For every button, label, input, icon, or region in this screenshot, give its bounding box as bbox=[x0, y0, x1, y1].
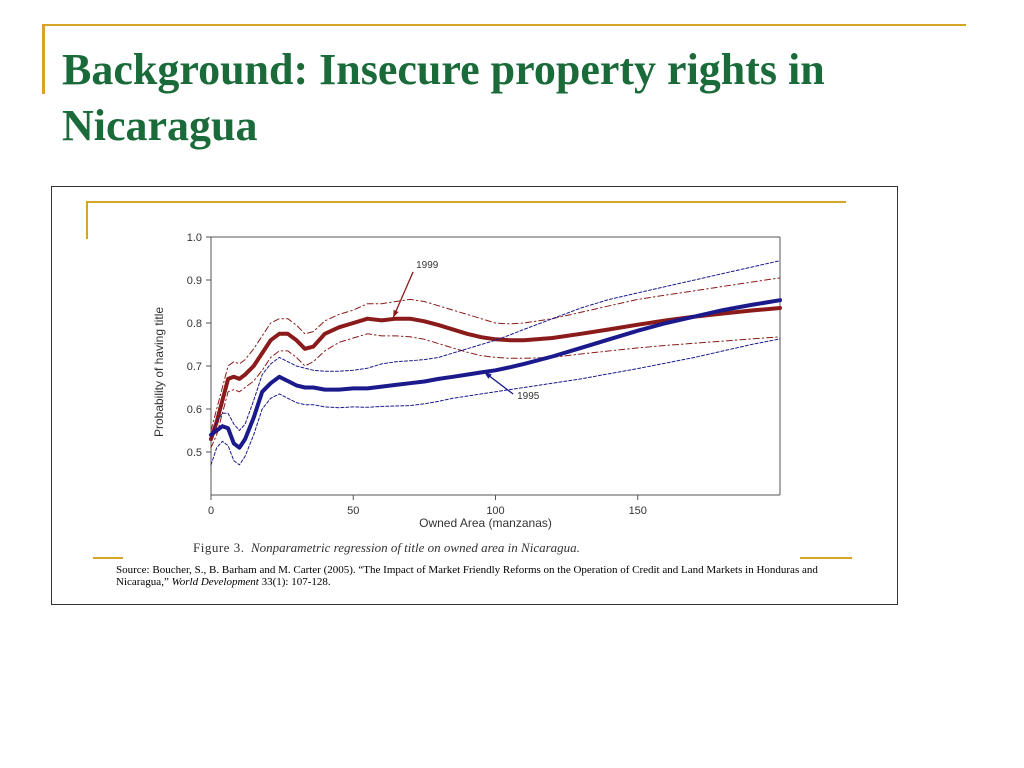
top-rule bbox=[42, 24, 966, 26]
source-journal: World Development bbox=[171, 576, 259, 588]
annotation-1999-arrow bbox=[392, 271, 414, 319]
annotation-1995-label: 1995 bbox=[517, 391, 540, 402]
source-citation: Source: Boucher, S., B. Barham and M. Ca… bbox=[116, 564, 856, 588]
slide-title: Background: Insecure property rights in … bbox=[62, 45, 825, 150]
confidence-band-1995 bbox=[210, 260, 781, 436]
confidence-band-1995 bbox=[210, 338, 781, 466]
x-tick-label: 50 bbox=[347, 505, 359, 517]
confidence-band-1999 bbox=[210, 277, 781, 431]
figure-caption: Figure 3. Nonparametric regression of ti… bbox=[193, 540, 580, 556]
y-tick-label: 0.7 bbox=[187, 361, 202, 373]
y-tick-label: 0.8 bbox=[187, 318, 202, 330]
figure-top-rule bbox=[86, 201, 846, 203]
annotation-1999-arrowhead bbox=[393, 309, 399, 318]
figure-low-rule-right bbox=[800, 557, 852, 559]
annotation-1999-label: 1999 bbox=[416, 260, 439, 271]
figure-frame bbox=[51, 186, 898, 605]
x-tick-label: 0 bbox=[208, 505, 214, 517]
x-tick-label: 100 bbox=[486, 505, 504, 517]
y-axis-label: Probability of having title bbox=[152, 307, 166, 437]
y-tick-label: 0.5 bbox=[187, 447, 202, 459]
source-suffix: 33(1): 107-128. bbox=[258, 576, 331, 588]
x-tick-label: 150 bbox=[629, 505, 647, 517]
chart-axes: 0.5 0.6 0.7 0.8 0.9 1.0 0 50 100 150 Owned Area (m… bbox=[152, 232, 781, 530]
y-tick-label: 1.0 bbox=[187, 232, 202, 244]
series-1999-line bbox=[209, 306, 782, 442]
chart-series bbox=[209, 260, 782, 466]
y-tick-label: 0.9 bbox=[187, 275, 202, 287]
figure-left-accent bbox=[86, 201, 88, 239]
chart-annotations: 1999 1995 bbox=[392, 260, 540, 402]
caption-text: Nonparametric regression of title on own… bbox=[250, 540, 580, 555]
annotation-1995-arrowhead bbox=[484, 372, 492, 379]
source-prefix: Source: Boucher, S., B. Barham and M. Ca… bbox=[116, 564, 818, 588]
left-accent-bar bbox=[42, 24, 45, 94]
figure-low-rule-left bbox=[93, 557, 123, 559]
series-1995-line bbox=[209, 298, 782, 450]
confidence-band-1999 bbox=[210, 333, 781, 449]
caption-label: Figure 3. bbox=[193, 540, 245, 555]
y-tick-label: 0.6 bbox=[187, 404, 202, 416]
x-axis-label: Owned Area (manzanas) bbox=[419, 516, 552, 530]
